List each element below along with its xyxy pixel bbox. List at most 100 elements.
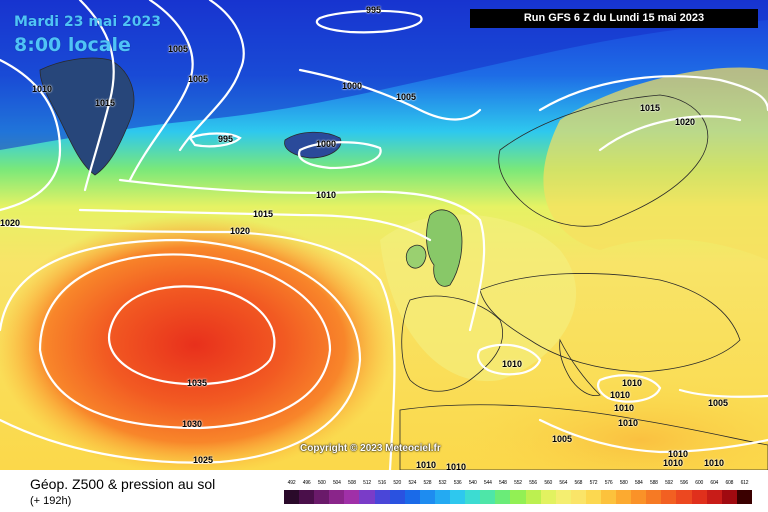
legend-tick-532: 532 bbox=[438, 480, 447, 486]
legend-swatch-580 bbox=[616, 490, 632, 504]
legend-tick-584: 584 bbox=[634, 480, 643, 486]
isobar-label-1000-north: 1000 bbox=[342, 81, 363, 91]
isobar-1005-turkey bbox=[678, 388, 768, 398]
legend-swatch-548 bbox=[495, 490, 511, 504]
legend-swatch-504 bbox=[329, 490, 345, 504]
legend-tick-544: 544 bbox=[483, 480, 492, 486]
isobar-label-1010-balkans-3: 1010 bbox=[614, 403, 635, 413]
isobar-995-center bbox=[188, 132, 242, 148]
legend-swatch-544 bbox=[480, 490, 496, 504]
isobar-label-1005-nw: 1005 bbox=[168, 44, 189, 54]
valid-date: Mardi 23 mai 2023 bbox=[14, 14, 162, 30]
legend-swatch-564 bbox=[555, 490, 571, 504]
legend-tick-496: 496 bbox=[302, 480, 311, 486]
legend-tick-604: 604 bbox=[710, 480, 719, 486]
isobar-1005-nw bbox=[178, 0, 245, 152]
legend-swatch-540 bbox=[465, 490, 481, 504]
legend-tick-536: 536 bbox=[453, 480, 462, 486]
valid-time: 8:00 locale bbox=[14, 34, 131, 56]
legend-swatch-492 bbox=[284, 490, 300, 504]
isobar-label-1035: 1035 bbox=[187, 378, 208, 388]
legend-tick-588: 588 bbox=[649, 480, 658, 486]
legend-tick-504: 504 bbox=[332, 480, 341, 486]
legend-swatch-556 bbox=[525, 490, 541, 504]
legend-swatch-500 bbox=[314, 490, 330, 504]
legend-tick-540: 540 bbox=[468, 480, 477, 486]
isobar-label-1010-east-2: 1010 bbox=[663, 458, 684, 468]
central-europe bbox=[479, 273, 741, 373]
isobar-1015-nw bbox=[0, 58, 62, 212]
legend-tick-552: 552 bbox=[514, 480, 522, 486]
run-info-banner: Run GFS 6 Z du Lundi 15 mai 2023 bbox=[470, 9, 758, 28]
isobar-label-995-north: 995 bbox=[366, 5, 382, 15]
legend-swatch-592 bbox=[661, 490, 677, 504]
isobar-label-1010-atlantic: 1010 bbox=[316, 190, 337, 200]
isobar-1000-nw bbox=[128, 0, 194, 182]
isobar-1025 bbox=[0, 238, 362, 464]
legend-swatch-532 bbox=[434, 490, 451, 504]
low-geopotential-zone bbox=[0, 0, 768, 150]
isobar-1005-north bbox=[298, 68, 482, 121]
legend-tick-548: 548 bbox=[499, 480, 507, 486]
legend-swatch-576 bbox=[600, 490, 617, 504]
isobar-label-1030: 1030 bbox=[182, 419, 203, 429]
isobar-label-1010-balkans-4: 1010 bbox=[618, 418, 639, 428]
legend-tick-572: 572 bbox=[589, 480, 598, 486]
isobar-label-1015-nw: 1015 bbox=[95, 98, 116, 108]
isobar-995-north bbox=[315, 9, 423, 34]
high-pressure-core bbox=[0, 215, 395, 470]
legend-swatch-600 bbox=[691, 490, 707, 504]
italy bbox=[559, 338, 601, 397]
isobar-label-1010-east-1: 1010 bbox=[668, 449, 689, 459]
isobar-1035 bbox=[107, 285, 276, 386]
isobar-label-1025: 1025 bbox=[193, 455, 214, 465]
isobar-1020-atlantic bbox=[0, 223, 396, 470]
legend-tick-520: 520 bbox=[393, 480, 402, 486]
forecast-map bbox=[0, 0, 768, 470]
legend-tick-576: 576 bbox=[604, 480, 613, 486]
isobar-label-1010-balkans-2: 1010 bbox=[610, 390, 631, 400]
legend-tick-500: 500 bbox=[317, 480, 326, 486]
isobar-label-1010-med: 1010 bbox=[502, 359, 523, 369]
legend-swatch-612 bbox=[736, 490, 752, 504]
legend-tick-524: 524 bbox=[408, 480, 417, 486]
legend-swatch-512 bbox=[359, 490, 375, 504]
legend-tick-560: 560 bbox=[544, 480, 553, 486]
legend-swatch-496 bbox=[299, 490, 315, 504]
legend-swatch-560 bbox=[540, 490, 556, 504]
legend-swatch-552 bbox=[510, 490, 526, 504]
legend-swatch-536 bbox=[450, 490, 466, 504]
forecast-lead-time: (+ 192h) bbox=[30, 495, 72, 507]
iberia bbox=[401, 295, 503, 392]
legend-tick-564: 564 bbox=[559, 480, 568, 486]
legend-swatch-572 bbox=[585, 490, 601, 504]
isobar-label-1000-iceland: 1000 bbox=[316, 139, 337, 149]
isobar-label-1010-balkans-1: 1010 bbox=[622, 378, 643, 388]
isobar-label-1015-atlantic: 1015 bbox=[253, 209, 274, 219]
legend-tick-512: 512 bbox=[363, 480, 371, 486]
color-scale-legend bbox=[284, 490, 752, 504]
legend-tick-596: 596 bbox=[680, 480, 688, 486]
legend-swatch-568 bbox=[570, 490, 586, 504]
isobar-label-1010-africa-1: 1010 bbox=[416, 460, 437, 470]
copyright-notice: Copyright © 2023 Meteociel.fr bbox=[300, 443, 441, 454]
great-britain bbox=[426, 209, 463, 287]
isobar-1030 bbox=[38, 253, 332, 430]
legend-swatch-516 bbox=[374, 490, 390, 504]
isobar-label-1005-turkey: 1005 bbox=[708, 398, 729, 408]
isobar-label-1015-scandinavia: 1015 bbox=[640, 103, 661, 113]
scandinavia bbox=[498, 94, 709, 227]
southeast-orange-zone bbox=[460, 380, 768, 470]
legend-tick-592: 592 bbox=[665, 480, 673, 486]
legend-swatch-596 bbox=[676, 490, 692, 504]
isobar-1020-scandinavia bbox=[598, 115, 742, 152]
legend-footer: Géop. Z500 & pression au sol (+ 192h) 49… bbox=[0, 470, 768, 512]
isobar-1015-scandinavia bbox=[538, 75, 768, 112]
legend-tick-516: 516 bbox=[378, 480, 386, 486]
isobar-label-1005-africa: 1005 bbox=[552, 434, 573, 444]
legend-tick-568: 568 bbox=[574, 480, 583, 486]
greenland bbox=[39, 57, 135, 176]
isobar-label-1020-atlantic: 1020 bbox=[230, 226, 251, 236]
legend-swatch-508 bbox=[344, 490, 360, 504]
